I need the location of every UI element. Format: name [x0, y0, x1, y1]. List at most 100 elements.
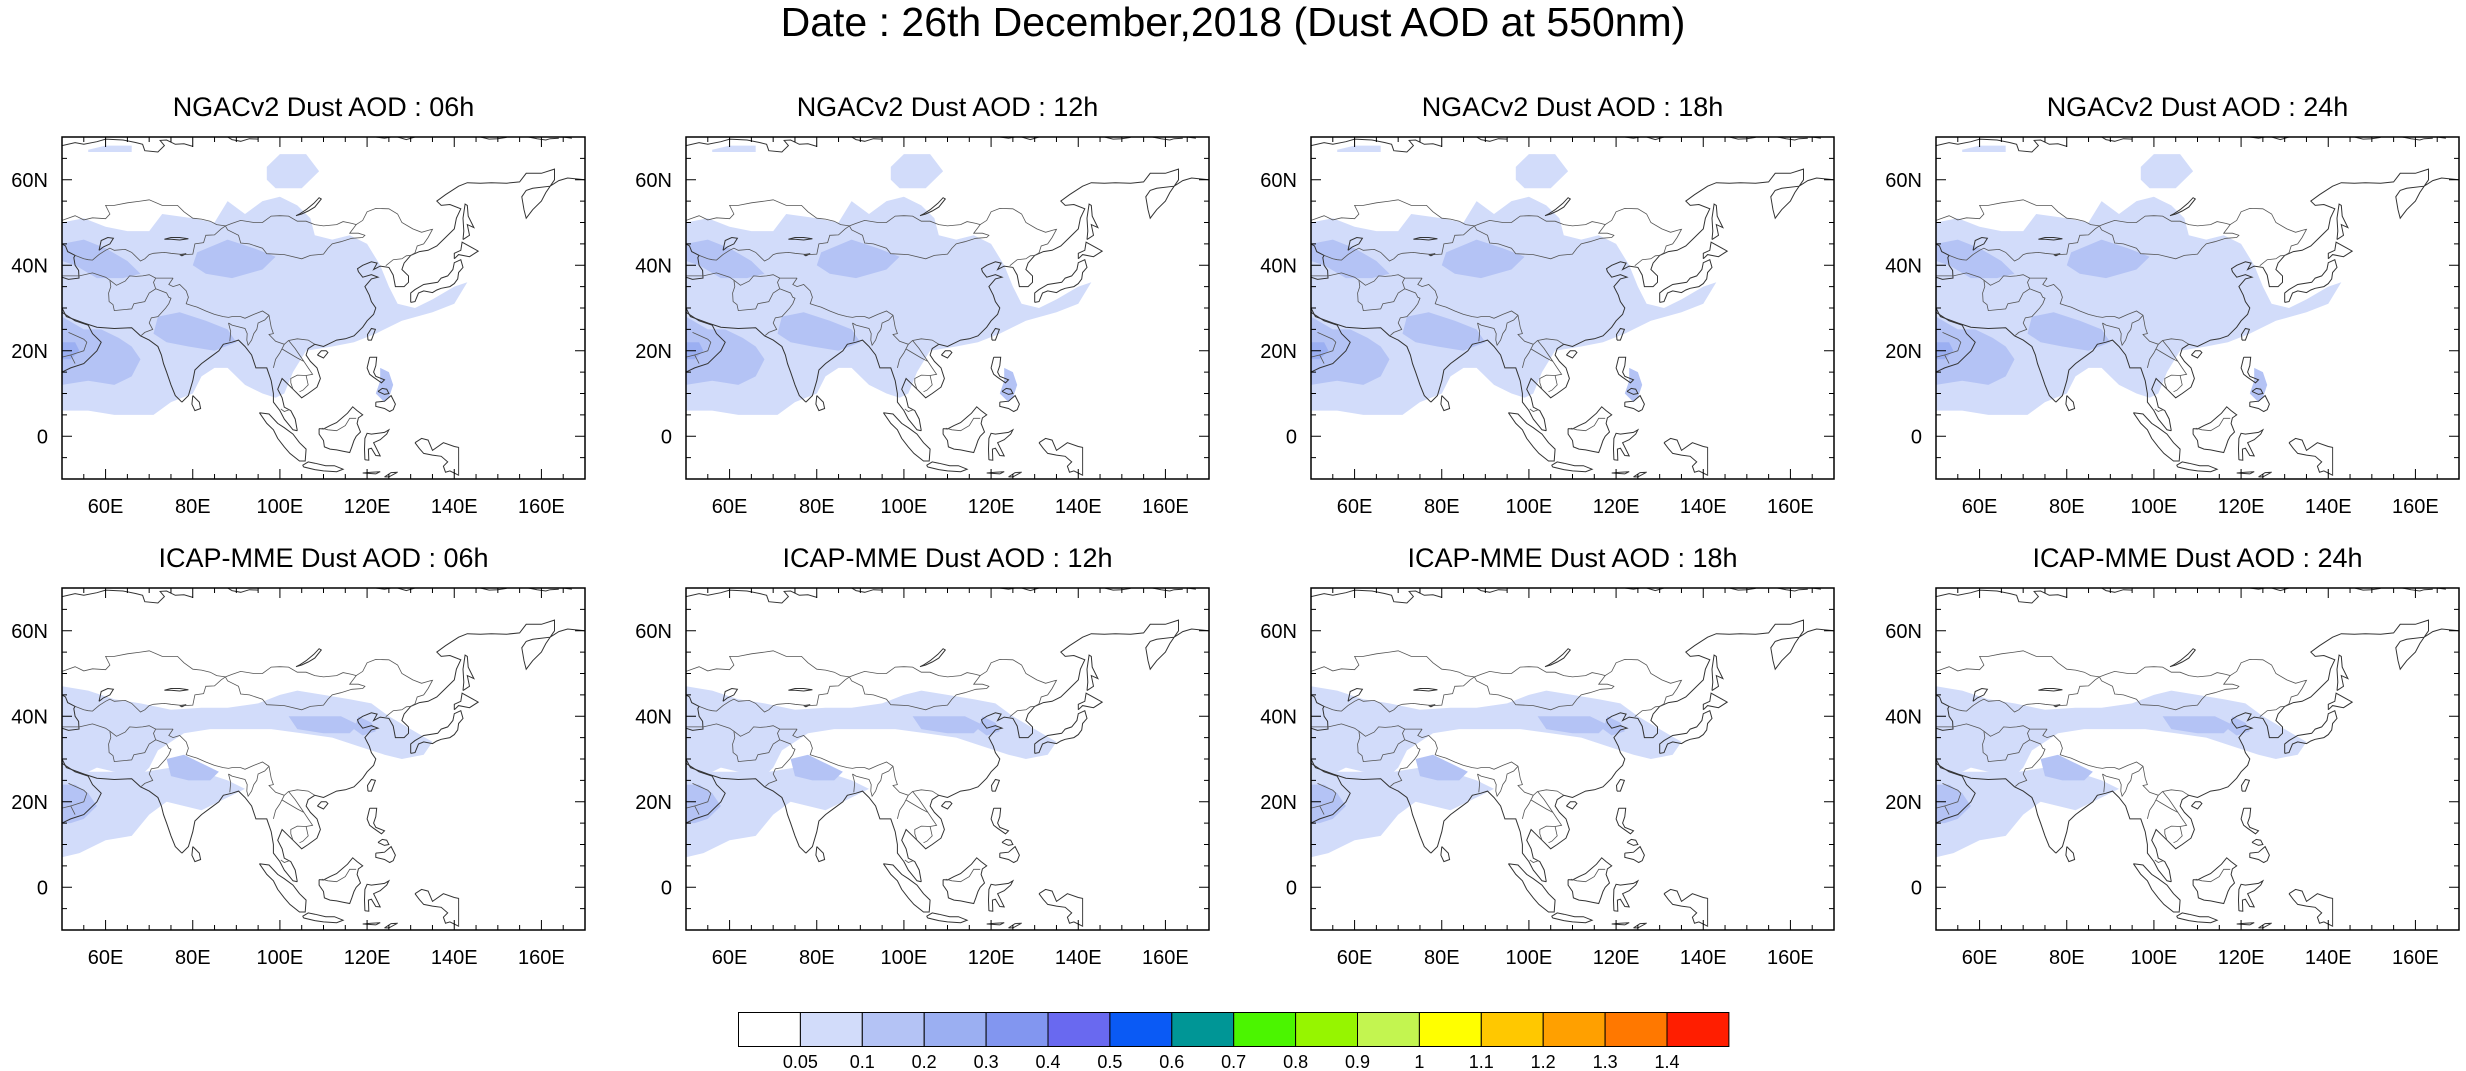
- coastline: [1936, 307, 2057, 403]
- coastline: [788, 688, 813, 692]
- country-border: [1936, 650, 2100, 678]
- coastline: [1440, 846, 1451, 863]
- country-border: [1009, 255, 1035, 267]
- coastline: [1544, 197, 1572, 217]
- lon-tick-label: 100E: [257, 947, 304, 969]
- coastline: [901, 168, 1209, 431]
- coastline: [98, 687, 115, 702]
- country-border: [733, 274, 780, 286]
- colorbar-swatch: [1233, 1012, 1297, 1047]
- country-border: [1948, 676, 2100, 713]
- coastline: [2237, 428, 2265, 461]
- coastline: [1972, 236, 1989, 251]
- country-border: [2147, 344, 2159, 368]
- coastline: [2236, 922, 2255, 926]
- coastline: [1430, 339, 1547, 432]
- lat-tick-label: 20N: [635, 792, 672, 814]
- lon-tick-label: 100E: [1506, 496, 1553, 518]
- dust-aod-area: [1936, 686, 2307, 777]
- dust-aod-area: [686, 239, 765, 279]
- coastline: [1476, 137, 1508, 142]
- coastline: [1311, 307, 1432, 403]
- lat-tick-label: 40N: [11, 706, 48, 728]
- country-border: [686, 354, 700, 364]
- lat-tick-label: 0: [1286, 426, 1297, 448]
- country-border: [228, 315, 270, 347]
- colorbar-label: 0.7: [1221, 1052, 1246, 1070]
- country-border: [1936, 354, 1950, 364]
- coastline: [1551, 461, 1594, 473]
- dust-aod-area: [686, 316, 765, 385]
- coastline: [686, 589, 817, 604]
- coastline: [528, 137, 559, 141]
- country-border: [912, 340, 929, 362]
- country-border: [1983, 725, 2030, 737]
- coastline: [375, 845, 396, 864]
- coastline: [453, 241, 480, 260]
- lat-tick-label: 20N: [635, 341, 672, 363]
- country-border: [733, 725, 780, 737]
- lon-tick-label: 120E: [2218, 496, 2265, 518]
- colorbar-label: 1.3: [1593, 1052, 1618, 1070]
- map-panel: ICAP-MME Dust AOD : 12h 60E 80E 100E 120E 140…: [635, 538, 1236, 969]
- coastline: [191, 395, 202, 412]
- lat-tick-label: 0: [37, 426, 48, 448]
- coastline: [901, 619, 1209, 882]
- colorbar-label: 1.4: [1654, 1052, 1679, 1070]
- coastline: [1086, 654, 1099, 692]
- coastline: [1633, 922, 1647, 929]
- coastline: [815, 395, 826, 412]
- coastline: [164, 237, 189, 241]
- coastline: [1034, 259, 1088, 303]
- lat-tick-label: 40N: [1885, 255, 1922, 277]
- coastline: [62, 138, 193, 153]
- country-border: [923, 826, 933, 844]
- coastline: [1777, 137, 1808, 141]
- country-border: [385, 706, 411, 718]
- lon-tick-label: 80E: [799, 947, 835, 969]
- country-border: [2147, 795, 2159, 819]
- coastline: [2249, 845, 2270, 864]
- country-border: [2102, 322, 2106, 342]
- country-border: [1477, 773, 1481, 793]
- lat-tick-label: 60N: [1260, 621, 1297, 643]
- dust-aod-area: [686, 784, 721, 824]
- lon-tick-label: 100E: [257, 496, 304, 518]
- colorbar-label: 1.2: [1531, 1052, 1556, 1070]
- country-border: [897, 344, 909, 368]
- country-border: [2173, 826, 2183, 844]
- dust-aod-area: [890, 154, 944, 189]
- lat-tick-label: 20N: [1260, 341, 1297, 363]
- dust-aod-area: [1415, 754, 1468, 781]
- lon-tick-label: 160E: [1767, 947, 1814, 969]
- lat-tick-label: 40N: [11, 255, 48, 277]
- coastline: [686, 311, 726, 373]
- dust-aod-area: [192, 239, 276, 279]
- coastline: [2151, 619, 2459, 882]
- country-border: [765, 288, 796, 336]
- coastline: [462, 654, 475, 692]
- dust-aod-area: [1936, 316, 2015, 385]
- lon-tick-label: 80E: [2049, 496, 2085, 518]
- coastline: [2101, 137, 2133, 142]
- country-border: [168, 728, 316, 796]
- dust-aod-area: [2066, 239, 2150, 279]
- coastline: [2288, 437, 2334, 477]
- coastline: [1936, 138, 2067, 153]
- lon-tick-label: 60E: [1337, 496, 1373, 518]
- country-border: [1529, 859, 1539, 863]
- dust-aod-area: [375, 367, 394, 403]
- coastline: [2192, 857, 2238, 905]
- country-border: [2154, 408, 2164, 412]
- dust-aod-area: [62, 767, 245, 858]
- country-border: [109, 274, 156, 286]
- coastline: [1702, 241, 1729, 260]
- lon-tick-label: 100E: [2131, 496, 2178, 518]
- map-plot: 60E 80E 100E 120E 140E 160E 60N 40N 20N 0: [635, 136, 1210, 518]
- panel-title: ICAP-MME Dust AOD : 12h: [782, 543, 1113, 573]
- country-border: [1311, 199, 1475, 227]
- country-border: [1570, 868, 1606, 883]
- coastline: [1347, 236, 1364, 251]
- coastline: [1711, 203, 1724, 241]
- coastline: [686, 243, 704, 280]
